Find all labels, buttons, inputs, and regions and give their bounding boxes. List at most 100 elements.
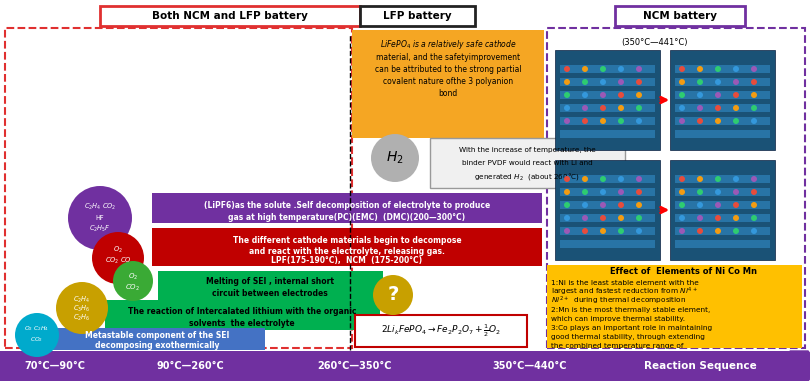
- Bar: [675, 175, 770, 183]
- Circle shape: [679, 228, 685, 234]
- Bar: [0, 351, 790, 381]
- Text: LPF(175-190°C),  NCM  (175-200°C): LPF(175-190°C), NCM (175-200°C): [271, 256, 423, 264]
- Text: NCM battery: NCM battery: [643, 11, 717, 21]
- Circle shape: [618, 228, 624, 234]
- Bar: [560, 91, 655, 99]
- Text: 1:Ni is the least stable element with the: 1:Ni is the least stable element with th…: [551, 280, 699, 286]
- Text: With the increase of temperature, the: With the increase of temperature, the: [458, 147, 595, 153]
- Circle shape: [715, 105, 721, 111]
- Circle shape: [636, 202, 642, 208]
- FancyArrow shape: [790, 351, 810, 381]
- Circle shape: [582, 79, 588, 85]
- Circle shape: [618, 66, 624, 72]
- Circle shape: [697, 118, 703, 124]
- Circle shape: [618, 176, 624, 182]
- Text: 90°C—260°C: 90°C—260°C: [156, 361, 224, 371]
- Text: HF: HF: [96, 215, 104, 221]
- Text: $Ni^{2+}$  during thermal decomposition: $Ni^{2+}$ during thermal decomposition: [551, 295, 686, 307]
- Bar: [675, 117, 770, 125]
- Bar: [560, 240, 655, 248]
- Text: 260°C—350°C: 260°C—350°C: [318, 361, 392, 371]
- Text: bond: bond: [438, 88, 458, 98]
- Circle shape: [582, 202, 588, 208]
- Text: $CO_2$ $CO$: $CO_2$ $CO$: [104, 256, 131, 266]
- Circle shape: [636, 176, 642, 182]
- Circle shape: [679, 92, 685, 98]
- Circle shape: [697, 66, 703, 72]
- Bar: [555, 50, 660, 150]
- Text: and react with the electrolyte, releasing gas.: and react with the electrolyte, releasin…: [249, 248, 445, 256]
- Circle shape: [636, 105, 642, 111]
- Circle shape: [751, 79, 757, 85]
- Text: LFP battery: LFP battery: [382, 11, 451, 21]
- Circle shape: [600, 92, 606, 98]
- Text: Metastable component of the SEI: Metastable component of the SEI: [85, 331, 229, 341]
- Circle shape: [618, 79, 624, 85]
- Circle shape: [564, 118, 570, 124]
- Bar: [560, 201, 655, 209]
- Text: Reaction Sequence: Reaction Sequence: [644, 361, 757, 371]
- Text: $C_2H_4$: $C_2H_4$: [73, 295, 91, 305]
- Circle shape: [564, 215, 570, 221]
- Bar: [675, 104, 770, 112]
- Text: $O_2$: $O_2$: [128, 272, 138, 282]
- Circle shape: [715, 228, 721, 234]
- Text: $H_2$: $H_2$: [386, 150, 404, 166]
- Circle shape: [582, 176, 588, 182]
- Text: (LiPF6)as the solute .Self decomposition of electrolyte to produce: (LiPF6)as the solute .Self decomposition…: [204, 200, 490, 210]
- Bar: [670, 160, 775, 260]
- Circle shape: [751, 228, 757, 234]
- Circle shape: [751, 66, 757, 72]
- Circle shape: [582, 189, 588, 195]
- Circle shape: [733, 202, 739, 208]
- Circle shape: [715, 79, 721, 85]
- Circle shape: [68, 186, 132, 250]
- Circle shape: [697, 228, 703, 234]
- Text: ?: ?: [387, 285, 399, 304]
- Circle shape: [600, 79, 606, 85]
- Text: circuit between electrodes: circuit between electrodes: [212, 290, 328, 298]
- Text: good thermal stability, through extending: good thermal stability, through extendin…: [551, 334, 705, 340]
- Bar: [615, 6, 745, 26]
- Bar: [152, 228, 542, 266]
- Bar: [360, 6, 475, 26]
- Circle shape: [564, 66, 570, 72]
- Text: material, and the safetyimprovement: material, and the safetyimprovement: [376, 53, 520, 61]
- Circle shape: [697, 189, 703, 195]
- Text: decomposing exothermically: decomposing exothermically: [95, 341, 220, 349]
- Text: can be attributed to the strong partial: can be attributed to the strong partial: [375, 64, 522, 74]
- Bar: [547, 265, 802, 348]
- Circle shape: [582, 105, 588, 111]
- Circle shape: [600, 118, 606, 124]
- Circle shape: [564, 202, 570, 208]
- Circle shape: [733, 118, 739, 124]
- Circle shape: [636, 118, 642, 124]
- Text: covalent nature ofthe 3 polyanion: covalent nature ofthe 3 polyanion: [383, 77, 513, 85]
- Circle shape: [715, 215, 721, 221]
- Circle shape: [679, 176, 685, 182]
- Circle shape: [15, 313, 59, 357]
- Text: the combined temperature range of: the combined temperature range of: [551, 343, 684, 349]
- Bar: [560, 175, 655, 183]
- Bar: [675, 91, 770, 99]
- Circle shape: [582, 118, 588, 124]
- Bar: [675, 240, 770, 248]
- Circle shape: [697, 105, 703, 111]
- Circle shape: [715, 202, 721, 208]
- Text: (350°C—441°C): (350°C—441°C): [622, 37, 688, 46]
- Text: gas at high temperature(PC)(EMC)  (DMC)(200—300°C): gas at high temperature(PC)(EMC) (DMC)(2…: [228, 213, 466, 221]
- Circle shape: [733, 176, 739, 182]
- Bar: [430, 138, 625, 188]
- Text: The different cathode materials begin to decompose: The different cathode materials begin to…: [232, 235, 462, 245]
- Circle shape: [636, 215, 642, 221]
- Text: solvents  the electrolyte: solvents the electrolyte: [190, 319, 295, 328]
- Circle shape: [582, 228, 588, 234]
- Bar: [670, 50, 775, 150]
- Text: The reaction of Intercalated lithium with the organic: The reaction of Intercalated lithium wit…: [128, 306, 356, 315]
- Circle shape: [582, 92, 588, 98]
- Text: $O_2$ $C_2H_4$: $O_2$ $C_2H_4$: [24, 325, 49, 333]
- Text: $LiFePO_4$ is a relatively safe cathode: $LiFePO_4$ is a relatively safe cathode: [380, 37, 516, 51]
- Bar: [560, 214, 655, 222]
- Circle shape: [636, 228, 642, 234]
- Circle shape: [600, 66, 606, 72]
